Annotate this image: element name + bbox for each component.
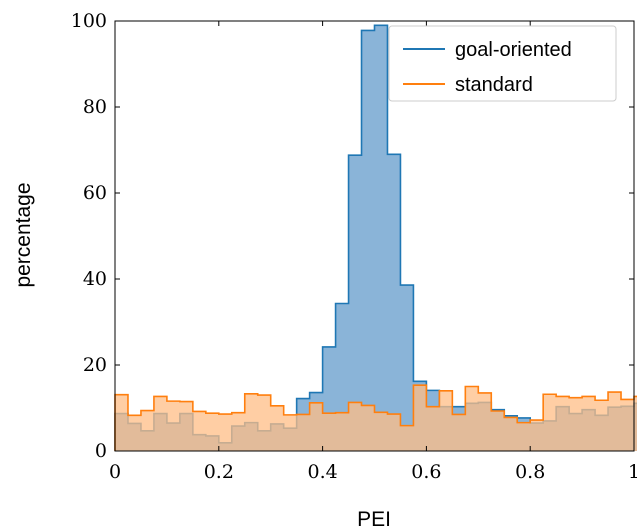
x-axis-ticks: 0 0.2 0.4 0.6 0.8 1 (109, 21, 637, 483)
x-axis-label: PEI (357, 508, 391, 531)
plot-area (114, 20, 637, 452)
series-area-goal-oriented (115, 25, 637, 451)
x-tick-label: 0 (109, 461, 121, 483)
y-tick-label: 0 (95, 440, 107, 462)
x-tick-label: 1 (628, 461, 637, 483)
y-tick-label: 80 (83, 96, 107, 118)
series-outline-standard (114, 384, 637, 451)
x-tick-label: 0.4 (307, 461, 337, 483)
y-tick-label: 100 (71, 10, 107, 32)
x-tick-label: 0.2 (204, 461, 234, 483)
legend-label-standard: standard (455, 74, 533, 96)
x-tick-label: 0.6 (411, 461, 441, 483)
legend: goal-oriented standard (388, 25, 617, 102)
x-tick-label: 0.8 (515, 461, 545, 483)
y-axis-label: percentage (12, 182, 35, 287)
y-tick-label: 40 (83, 268, 107, 290)
y-tick-label: 60 (83, 182, 107, 204)
y-axis-ticks: 0 20 40 60 80 100 (71, 10, 634, 462)
y-tick-label: 20 (83, 354, 107, 376)
legend-label-goal-oriented: goal-oriented (455, 39, 572, 61)
legend-box (388, 25, 617, 102)
plot-frame (114, 20, 635, 452)
